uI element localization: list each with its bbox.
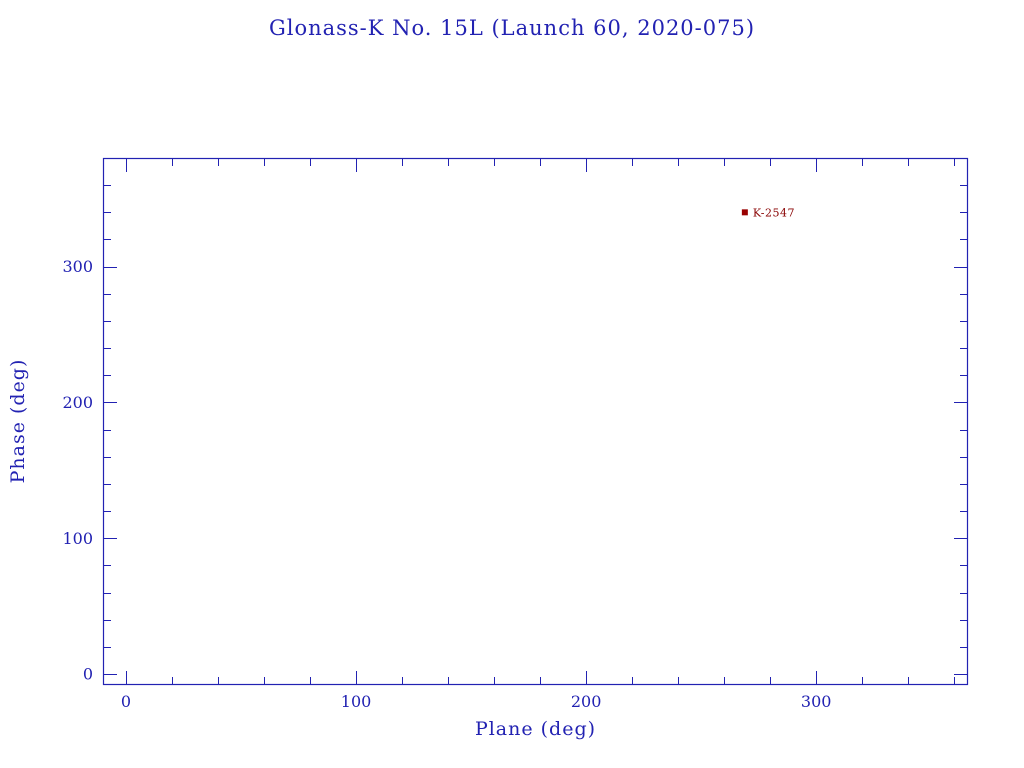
y-tick-label: 300 (62, 257, 93, 276)
y-tick-label: 200 (62, 393, 93, 412)
x-axis-label: Plane (deg) (474, 718, 597, 740)
y-tick-label: 0 (83, 665, 93, 684)
data-point-marker (741, 209, 748, 216)
data-point-label: K-2547 (753, 206, 795, 219)
y-tick-label: 100 (62, 529, 93, 548)
x-tick-label: 0 (121, 692, 131, 711)
x-tick-label: 100 (341, 692, 372, 711)
y-axis-label: Phase (deg) (7, 358, 29, 484)
x-tick-label: 300 (801, 692, 832, 711)
chart-title: Glonass-K No. 15L (Launch 60, 2020-075) (268, 16, 756, 40)
x-tick-label: 200 (571, 692, 602, 711)
plot-frame (102, 157, 969, 686)
